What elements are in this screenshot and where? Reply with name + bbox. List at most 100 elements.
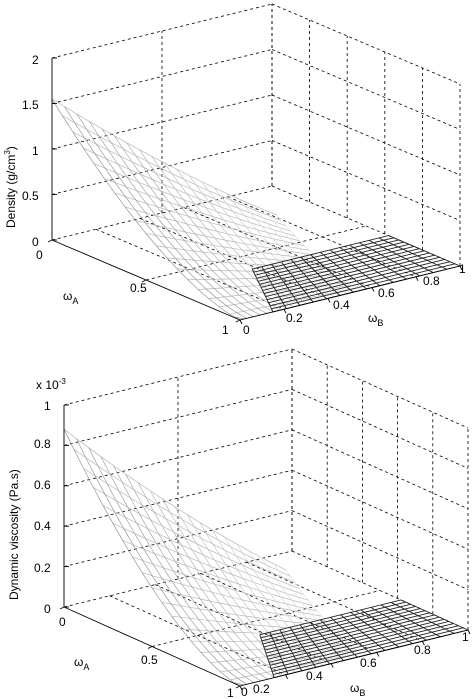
viscosity-xtick-1: 1 — [227, 686, 234, 699]
p1-grid-z-right-2 — [271, 94, 461, 176]
density-ztick-0: 0 — [32, 235, 39, 249]
p2-floor-mesh-b-9 — [268, 618, 445, 663]
p2-grid-z-right-2 — [291, 469, 469, 550]
p2-surface-vline-14 — [236, 543, 338, 663]
viscosity-ztick-1: 1 — [44, 399, 51, 413]
viscosity-ztick-0.2: 0.2 — [34, 561, 51, 575]
p2-grid-z-right-1 — [291, 510, 469, 590]
p2-floor-mesh-b-1 — [260, 601, 407, 639]
p1-grid-z-left-0 — [51, 185, 273, 241]
p2-floor-mesh-b-8 — [267, 616, 440, 660]
p1-floor-mesh-b-9 — [265, 254, 435, 298]
p1-surface-uline-3 — [83, 147, 291, 232]
p2-surface-vline-4 — [113, 465, 269, 680]
p1-grid-z-right-3 — [271, 49, 461, 130]
p2-floor-mesh-b-12 — [272, 625, 459, 672]
viscosity-exponent: x 10-3 — [36, 377, 66, 392]
density-ytick-0.6: 0.6 — [378, 286, 395, 300]
p1-floor-mesh-b-7 — [262, 250, 425, 291]
density-ztick-2: 2 — [32, 53, 39, 67]
p1-surface-vline-14 — [226, 193, 335, 298]
p1-ytick-mark-4 — [415, 276, 419, 282]
p2-spike — [234, 682, 245, 686]
p1-surface-vline-4 — [101, 128, 268, 314]
p1-floor-mesh-b-5 — [259, 246, 415, 285]
p1-floor-mesh-b-13 — [271, 263, 456, 310]
p2-grid-floor-y-3 — [200, 573, 377, 653]
p2-surface-uline-2 — [83, 468, 296, 583]
density-ytick-0.8: 0.8 — [423, 274, 440, 288]
viscosity-xtick-0.5: 0.5 — [141, 653, 158, 667]
p1-floor-mesh-b-8 — [263, 252, 430, 294]
p1-surface-vline-0 — [51, 98, 241, 321]
p2-surface-uline-1 — [73, 448, 291, 577]
p2-axis-y — [239, 629, 469, 687]
p1-ytick-mark-2 — [327, 298, 331, 303]
p1-grid-floor-y-3 — [183, 207, 373, 288]
p2-ytick-mark-1 — [285, 674, 289, 680]
p2-grid-floor-y-1 — [109, 595, 286, 676]
p1-grid-z-left-3 — [51, 49, 273, 104]
viscosity-ytick-0.4: 0.4 — [306, 669, 323, 683]
p2-surface-uline-3 — [93, 487, 300, 589]
p1-surface-uline-1 — [62, 115, 282, 221]
p2-ytick-mark-4 — [421, 640, 425, 646]
viscosity-ytick-0: 0 — [241, 685, 248, 699]
viscosity-ztick-0: 0 — [44, 602, 51, 616]
viscosity-ytick-0.6: 0.6 — [360, 656, 377, 670]
p2-ytick-mark-3 — [376, 652, 380, 657]
p1-surface-vline-13 — [213, 187, 328, 299]
p1-grid-z-left-4 — [51, 3, 273, 59]
p1-xtick-mark-0 — [47, 239, 53, 243]
p2-xtick-mark-1 — [147, 646, 153, 649]
p2-surface-vline-1 — [75, 438, 248, 685]
p2-surface-uline-0 — [63, 428, 287, 571]
p1-surface-vline-11 — [188, 175, 315, 303]
density-ztick-1.5: 1.5 — [22, 98, 39, 112]
p2-surface-vline-2 — [88, 447, 255, 683]
density-ztick-0.5: 0.5 — [22, 189, 39, 203]
p1-surface-uline-7 — [125, 206, 310, 251]
p2-surface-vline-18 — [285, 569, 366, 656]
p2-surface-uline-11 — [171, 615, 335, 631]
p1-ytick-mark-0 — [239, 319, 243, 325]
p1-floor-mesh-b-11 — [268, 259, 445, 304]
p2-surface-vline-5 — [125, 474, 275, 678]
p2-grid-floor-y-4 — [246, 561, 423, 642]
p2-floor-mesh-b-4 — [263, 608, 421, 648]
p1-surface-vline-5 — [114, 135, 274, 313]
p2-surface-vline-7 — [150, 490, 289, 675]
p2-floor-mesh-b-3 — [262, 605, 416, 645]
density-grid — [51, 3, 461, 310]
p2-grid-z-right-3 — [291, 429, 469, 510]
density-ytick-1: 1 — [459, 262, 466, 276]
p2-surface-vline-11 — [199, 522, 317, 668]
density-xlabel: ωA — [63, 289, 78, 306]
p2-surface-vline-15 — [248, 550, 345, 661]
p2-ytick-mark-5 — [467, 629, 471, 635]
p1-grid-floor-x-1 — [145, 225, 367, 281]
p1-surface-vline-7 — [139, 149, 288, 309]
viscosity-ytick-1: 1 — [462, 630, 469, 644]
p1-ytick-mark-3 — [371, 287, 375, 292]
p1-ytick-mark-5 — [459, 265, 463, 271]
p2-surface-vline-9 — [174, 506, 303, 671]
p1-surface-vline-2 — [76, 113, 254, 318]
p1-xtick-mark-1 — [141, 279, 147, 283]
p1-surface-vline-15 — [238, 198, 341, 296]
viscosity-axes — [59, 404, 471, 691]
p2-ytick-mark-0 — [239, 685, 243, 691]
viscosity-xlabel: ωA — [74, 655, 89, 672]
p2-floor-mesh-b-7 — [266, 614, 435, 657]
p2-floor-mesh-b-10 — [269, 620, 449, 666]
p1-floor-mesh-b-10 — [266, 256, 440, 301]
density-xtick-0: 0 — [36, 248, 43, 262]
density-axes — [47, 57, 463, 325]
viscosity-surface — [63, 428, 469, 687]
density-ytick-0: 0 — [243, 323, 250, 337]
p1-surface-uline-0 — [51, 98, 277, 216]
p2-grid-z-right-5 — [291, 348, 469, 429]
p1-grid-z-right-1 — [271, 140, 461, 221]
p1-surface-vline-8 — [151, 156, 294, 308]
